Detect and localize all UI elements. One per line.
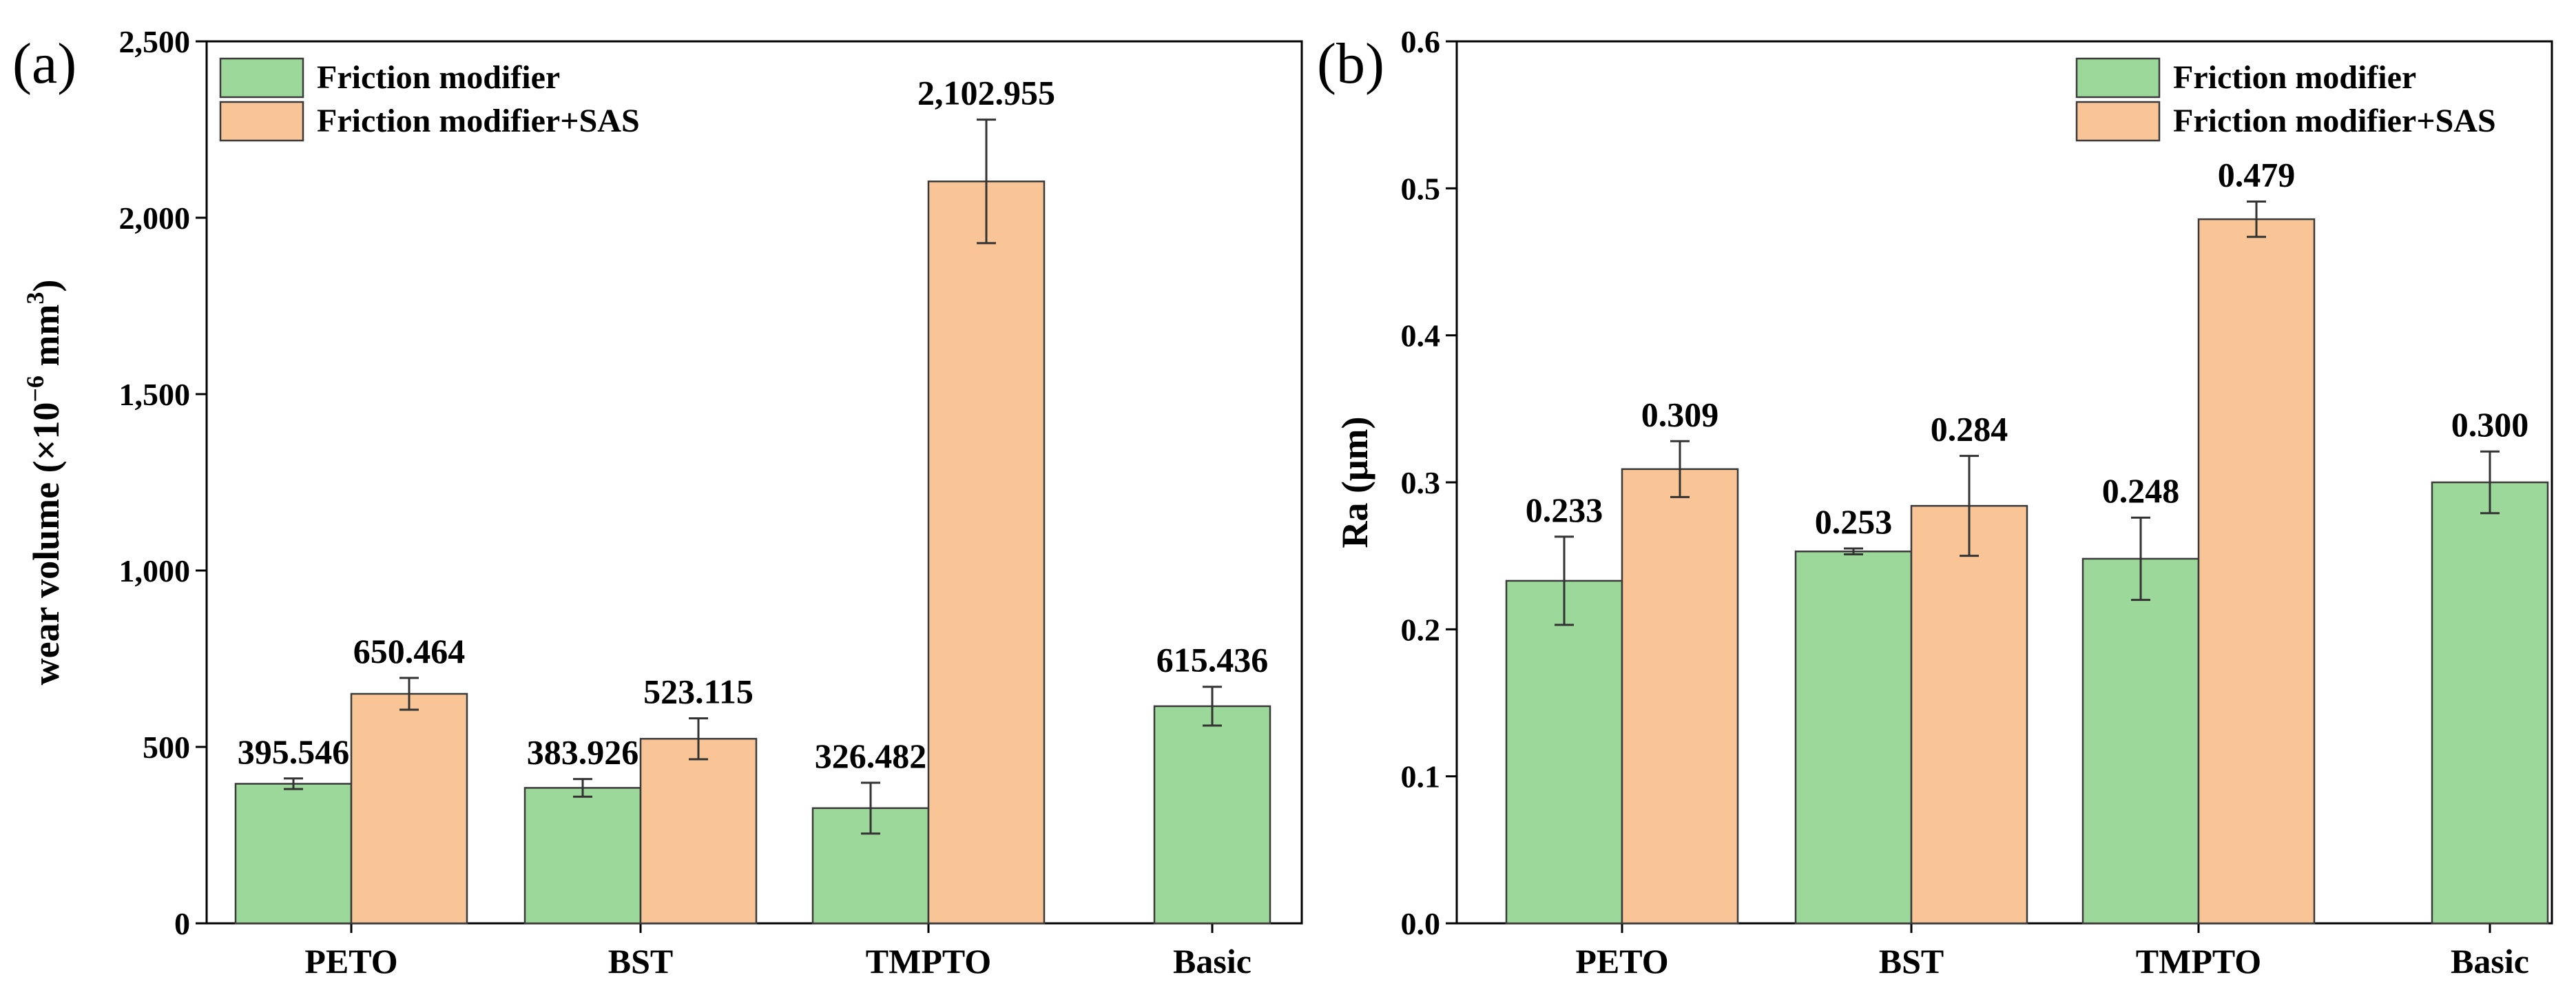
x-tick-label: BST bbox=[1879, 942, 1944, 981]
data-label: 0.300 bbox=[2451, 405, 2529, 444]
legend-label: Friction modifier+SAS bbox=[317, 103, 640, 139]
y-tick-label: 0.3 bbox=[1401, 465, 1441, 500]
bar bbox=[1621, 468, 1739, 925]
bar bbox=[1153, 705, 1271, 925]
bar bbox=[1505, 579, 1623, 925]
y-tick-label: 0 bbox=[174, 906, 190, 941]
data-label: 523.115 bbox=[643, 672, 754, 710]
data-label: 383.926 bbox=[527, 733, 639, 772]
legend-swatch bbox=[219, 57, 304, 99]
data-label: 0.479 bbox=[2218, 156, 2296, 194]
bar bbox=[1910, 504, 2028, 925]
legend-label: Friction modifier bbox=[2173, 59, 2416, 96]
data-label: 0.233 bbox=[1526, 491, 1603, 529]
y-tick-label: 0.2 bbox=[1401, 612, 1441, 647]
legend-swatch bbox=[219, 101, 304, 142]
bar bbox=[523, 787, 642, 925]
x-tick-label: Basic bbox=[1173, 942, 1251, 981]
y-tick-label: 2,500 bbox=[119, 24, 191, 59]
data-label: 326.482 bbox=[815, 737, 927, 775]
data-label: 650.464 bbox=[353, 632, 466, 670]
legend-label: Friction modifier bbox=[317, 59, 560, 96]
panel-a: 0 500 1,000 1,500 2,000 2,500 PETO BST TMPTO Basi… bbox=[12, 24, 1303, 981]
bar bbox=[2431, 481, 2549, 925]
data-label: 0.248 bbox=[2102, 471, 2180, 510]
data-label: 0.284 bbox=[1931, 410, 2008, 449]
x-tick-label: PETO bbox=[1575, 942, 1668, 981]
bar bbox=[639, 737, 758, 925]
y-tick-label: 500 bbox=[143, 730, 190, 765]
y-tick-label: 0.6 bbox=[1401, 24, 1441, 59]
panel-b: 0.0 0.1 0.2 0.3 0.4 0.5 0.6 PETO BST TMPTO Basic 0.… bbox=[1317, 24, 2553, 981]
y-tick-label: 0.5 bbox=[1401, 171, 1441, 206]
bar bbox=[1794, 551, 1913, 925]
bar bbox=[2197, 218, 2316, 925]
x-tick-label: Basic bbox=[2451, 942, 2529, 981]
data-label: 2,102.955 bbox=[917, 74, 1055, 112]
legend-label: Friction modifier+SAS bbox=[2173, 103, 2496, 139]
bar bbox=[234, 783, 353, 925]
panel-label: (a) bbox=[12, 32, 76, 96]
y-axis-title: Ra (μm) bbox=[1334, 416, 1375, 548]
y-tick-label: 1,500 bbox=[119, 377, 191, 412]
x-tick-label: TMPTO bbox=[2136, 942, 2261, 981]
data-label: 395.546 bbox=[238, 732, 350, 771]
data-label: 0.309 bbox=[1641, 395, 1719, 433]
x-tick-label: PETO bbox=[304, 942, 397, 981]
bar bbox=[350, 692, 468, 925]
y-tick-label: 2,000 bbox=[119, 201, 191, 236]
y-tick-label: 0.4 bbox=[1401, 318, 1441, 353]
bar bbox=[927, 181, 1046, 925]
y-tick-label: 0.0 bbox=[1401, 906, 1441, 941]
legend-swatch bbox=[2075, 101, 2161, 142]
legend-swatch bbox=[2075, 57, 2161, 99]
y-tick-label: 1,000 bbox=[119, 553, 191, 588]
data-label: 615.436 bbox=[1156, 641, 1269, 679]
bar bbox=[2081, 557, 2200, 925]
y-axis-title: wear volume (×10−6 mm3) bbox=[21, 280, 67, 686]
y-tick-label: 0.1 bbox=[1401, 759, 1441, 794]
x-tick-label: BST bbox=[608, 942, 674, 981]
x-tick-label: TMPTO bbox=[866, 942, 991, 981]
data-label: 0.253 bbox=[1815, 502, 1893, 541]
panel-label: (b) bbox=[1317, 32, 1384, 96]
